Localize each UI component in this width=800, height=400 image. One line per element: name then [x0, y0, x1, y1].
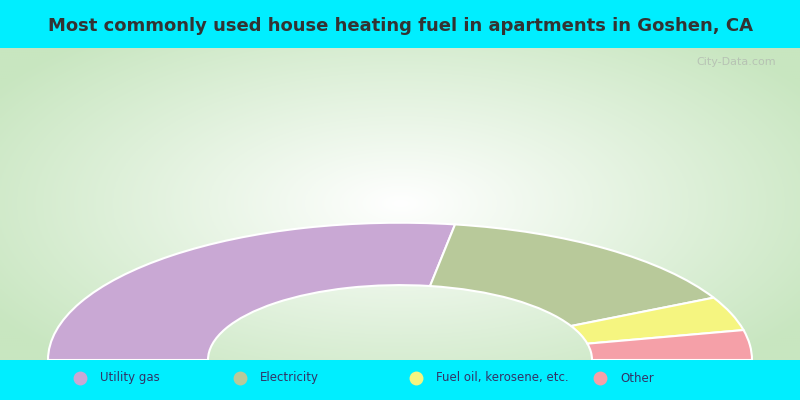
Text: Fuel oil, kerosene, etc.: Fuel oil, kerosene, etc.	[436, 372, 569, 384]
Wedge shape	[571, 298, 743, 344]
Text: Other: Other	[620, 372, 654, 384]
Wedge shape	[587, 330, 752, 360]
Text: Most commonly used house heating fuel in apartments in Goshen, CA: Most commonly used house heating fuel in…	[47, 17, 753, 35]
Wedge shape	[48, 223, 455, 360]
Text: Utility gas: Utility gas	[100, 372, 160, 384]
Text: Electricity: Electricity	[260, 372, 319, 384]
Text: City-Data.com: City-Data.com	[696, 57, 776, 67]
Wedge shape	[430, 224, 714, 326]
